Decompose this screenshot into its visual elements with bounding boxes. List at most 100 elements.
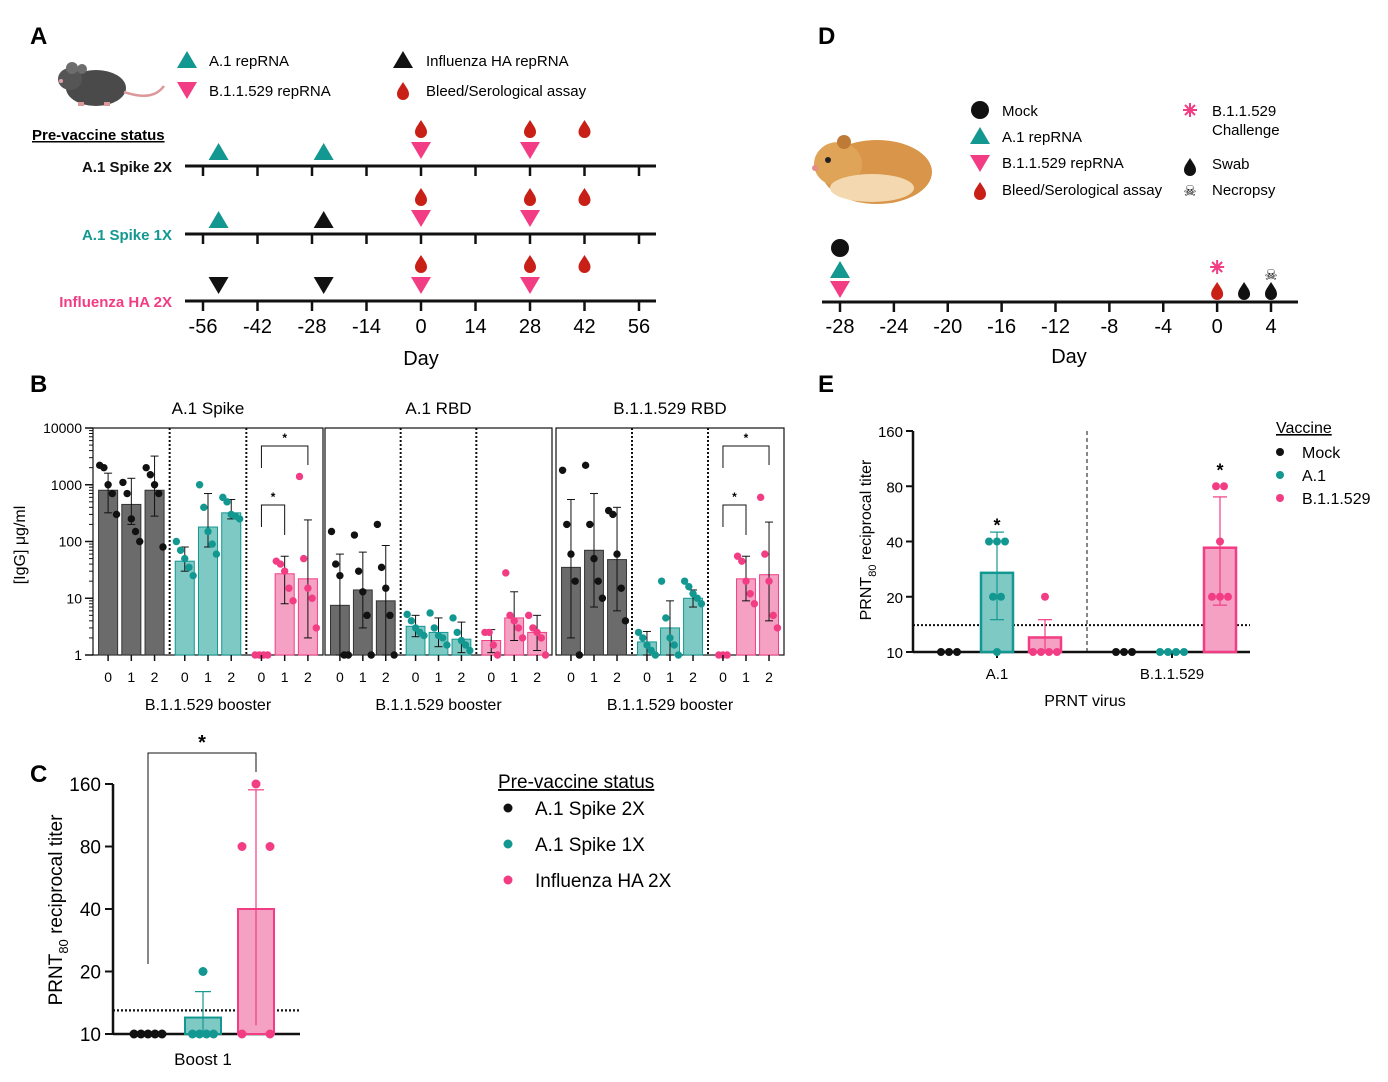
- data-point: [1224, 592, 1232, 601]
- timeline-tick-label: -56: [189, 316, 218, 338]
- data-point: [502, 569, 510, 577]
- panel-d-xlabel: Day: [1051, 346, 1087, 368]
- x-tick-label: A.1: [986, 666, 1009, 683]
- data-point: [354, 567, 363, 575]
- flu-triangle-icon: [313, 211, 334, 228]
- data-point: [723, 651, 731, 659]
- timeline-tick-label: 56: [628, 316, 650, 338]
- x-tick-label: 0: [181, 669, 189, 685]
- data-point: [738, 557, 746, 565]
- data-point: [1208, 592, 1216, 601]
- data-point: [1128, 648, 1136, 656]
- data-point: [265, 842, 275, 851]
- b11529-triangle-icon: [411, 210, 431, 227]
- legend-flu: Influenza HA repRNA: [426, 53, 569, 70]
- data-point: [202, 1029, 211, 1039]
- subplot-title: A.1 RBD: [405, 399, 471, 418]
- data-point: [443, 641, 451, 649]
- significance-star: *: [1216, 460, 1223, 480]
- legend-swab: Swab: [1212, 156, 1250, 173]
- timeline-tick-label: -4: [1154, 316, 1172, 338]
- x-tick-label: 2: [613, 669, 621, 685]
- data-point: [541, 651, 550, 659]
- legend-label: Influenza HA 2X: [535, 871, 672, 892]
- data-point: [157, 1029, 167, 1039]
- data-point: [571, 577, 579, 585]
- swab-drop-icon: [1265, 282, 1277, 300]
- y-tick-label: 1: [74, 647, 82, 663]
- timeline-tick-label: 0: [415, 316, 426, 338]
- data-point: [613, 550, 621, 558]
- y-tick-label: 20: [80, 963, 101, 984]
- bleed-drop-icon: [397, 82, 409, 100]
- data-point: [617, 584, 625, 592]
- panel-b-ylabel: [IgG] μg/ml: [12, 506, 29, 585]
- data-point: [188, 1029, 197, 1039]
- b11529-triangle-icon: [970, 155, 990, 172]
- legend-label: A.1 Spike 1X: [535, 835, 645, 856]
- bleed-drop-icon: [524, 120, 536, 138]
- legend-challenge-1: B.1.1.529: [1212, 103, 1276, 120]
- a1-triangle-icon: [177, 51, 197, 68]
- timeline-tick-label: -12: [1041, 316, 1070, 338]
- data-point: [634, 628, 643, 637]
- data-point: [344, 651, 353, 659]
- b11529-triangle-icon: [520, 277, 540, 294]
- bleed-drop-icon: [415, 255, 427, 273]
- data-point: [666, 634, 674, 642]
- bleed-drop-icon: [415, 188, 427, 206]
- data-point: [129, 1029, 139, 1039]
- panel-d-legend: Mock A.1 repRNA B.1.1.529 repRNA Bleed/S…: [970, 101, 1280, 200]
- data-point: [295, 472, 304, 481]
- bleed-drop-icon: [524, 188, 536, 206]
- x-tick-label: 2: [151, 669, 159, 685]
- data-point: [350, 531, 359, 539]
- data-point: [651, 651, 660, 659]
- data-point: [142, 463, 150, 472]
- data-point: [449, 614, 457, 622]
- data-point: [643, 641, 651, 649]
- data-point: [985, 537, 993, 546]
- y-tick-label: 10: [66, 590, 82, 606]
- data-point: [533, 628, 541, 637]
- legend-b11529: B.1.1.529 repRNA: [209, 83, 331, 100]
- row-label: A.1 Spike 1X: [82, 227, 172, 244]
- data-point: [304, 584, 312, 592]
- y-tick-label: 100: [59, 534, 83, 550]
- x-tick-label: 2: [382, 669, 390, 685]
- data-point: [945, 648, 953, 656]
- data-point: [670, 641, 678, 649]
- data-point: [104, 481, 112, 489]
- y-tick-label: 40: [886, 535, 903, 552]
- a1-triangle-icon: [830, 261, 850, 278]
- x-tick-label: 2: [689, 669, 697, 685]
- data-point: [189, 571, 197, 580]
- legend-d-bleed: Bleed/Serological assay: [1002, 182, 1163, 199]
- data-point: [143, 1029, 153, 1039]
- y-tick-label: 10: [80, 1025, 101, 1046]
- x-tick-label: 2: [227, 669, 235, 685]
- b11529-triangle-icon: [177, 82, 197, 99]
- x-tick-label: 2: [304, 669, 312, 685]
- panel-e-xlabel: PRNT virus: [1044, 693, 1126, 710]
- data-point: [136, 1029, 146, 1039]
- legend-dot-icon: [503, 803, 513, 813]
- legend-dot-icon: [1276, 448, 1284, 456]
- x-tick-label: 0: [487, 669, 495, 685]
- data-point: [108, 489, 117, 498]
- bleed-drop-icon: [578, 255, 591, 273]
- x-tick-label: 0: [258, 669, 266, 685]
- data-point: [575, 651, 584, 659]
- data-point: [953, 648, 961, 656]
- x-tick-label: 1: [127, 669, 135, 685]
- data-point: [693, 594, 701, 602]
- timeline-tick-label: 42: [573, 316, 595, 338]
- a1-triangle-icon: [208, 143, 229, 160]
- data-point: [223, 498, 231, 506]
- data-point: [750, 600, 759, 608]
- subplot-xlabel: B.1.1.529 booster: [607, 697, 734, 714]
- x-tick-label: 2: [765, 669, 773, 685]
- data-point: [697, 600, 706, 608]
- data-point: [1164, 648, 1172, 656]
- data-point: [212, 550, 221, 558]
